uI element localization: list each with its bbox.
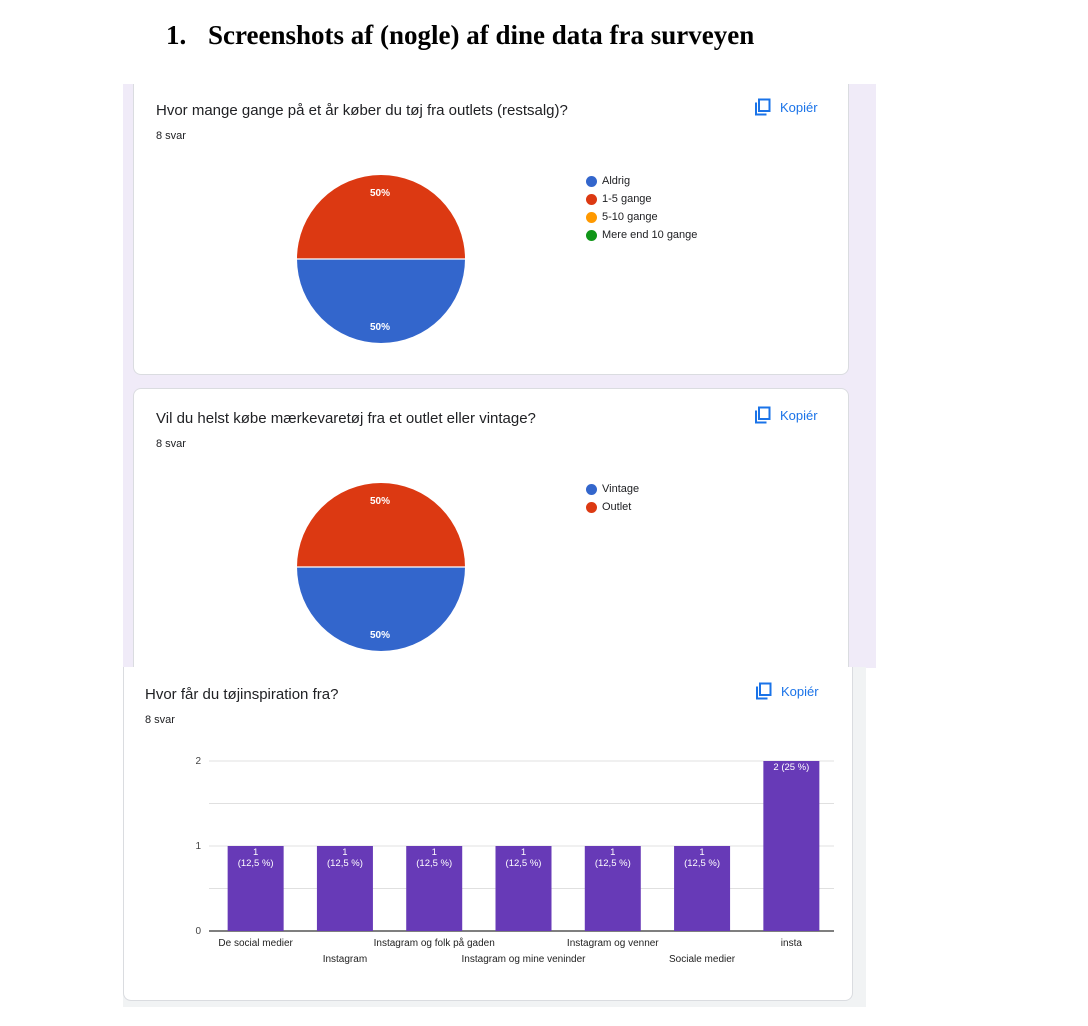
legend-swatch [586, 175, 597, 187]
bar-value-label: 2 (25 %) [773, 762, 809, 773]
bar-value-label: 1 [253, 847, 258, 858]
x-tick-label: Sociale medier [669, 954, 736, 965]
chart-legend: Vintage Outlet [586, 480, 639, 516]
bar [763, 761, 820, 931]
question-title: Vil du helst købe mærkevaretøj fra et ou… [156, 410, 536, 427]
legend-item: 5-10 gange [586, 208, 697, 226]
bar [584, 846, 641, 931]
pie-label-bottom: 50% [370, 322, 390, 333]
copy-icon [756, 682, 772, 700]
chart-legend: Aldrig 1-5 gange 5-10 gange Mere end 10 … [586, 172, 697, 244]
bar-value-label: 1 [432, 847, 437, 858]
bar [227, 846, 284, 931]
x-tick-label: Instagram og mine veninder [462, 954, 587, 965]
bar [495, 846, 552, 931]
document-heading: 1. Screenshots af (nogle) af dine data fr… [166, 20, 754, 51]
question-title: Hvor får du tøjinspiration fra? [145, 686, 339, 703]
bar-value-label: 1 [610, 847, 615, 858]
bar [316, 846, 373, 931]
bar-value-label: 1 [521, 847, 526, 858]
copy-chart-button[interactable]: Kopiér [754, 406, 818, 424]
response-count: 8 svar [145, 714, 175, 726]
bar-value-label: (12,5 %) [595, 858, 631, 869]
y-tick-label: 0 [195, 926, 201, 937]
legend-item: Mere end 10 gange [586, 226, 697, 244]
y-tick-label: 2 [195, 756, 201, 767]
pie-slice-vintage [297, 567, 465, 651]
pie-label-top: 50% [370, 496, 390, 507]
x-tick-label: Instagram og folk på gaden [374, 937, 495, 949]
legend-item: Aldrig [586, 172, 697, 190]
heading-number: 1. [166, 20, 187, 50]
question-title: Hvor mange gange på et år køber du tøj f… [156, 102, 568, 119]
pie-chart: 50% 50% [297, 175, 465, 343]
copy-chart-button[interactable]: Kopiér [754, 98, 818, 116]
x-tick-label: De social medier [218, 938, 293, 949]
legend-swatch [586, 193, 597, 205]
copy-icon [755, 98, 771, 116]
pie-slice-aldrig [297, 259, 465, 343]
y-tick-label: 1 [195, 841, 201, 852]
legend-label: 1-5 gange [602, 193, 652, 205]
copy-chart-button[interactable]: Kopiér [755, 682, 819, 700]
question-card-inspiration: Hvor får du tøjinspiration fra? 8 svar K… [123, 667, 853, 1001]
x-tick-label: Instagram [323, 954, 367, 965]
pie-slice-1-5-gange [297, 175, 465, 259]
copy-icon [755, 406, 771, 424]
heading-text: Screenshots af (nogle) af dine data fra … [208, 20, 755, 50]
bar [406, 846, 463, 931]
legend-swatch [586, 229, 597, 241]
bar-value-label: (12,5 %) [416, 858, 452, 869]
legend-swatch [586, 211, 597, 223]
legend-label: Outlet [602, 501, 632, 513]
pie-slice-outlet [297, 483, 465, 567]
legend-item: Outlet [586, 498, 639, 516]
pie-chart: 50% 50% [297, 483, 465, 651]
copy-label: Kopiér [780, 407, 818, 423]
response-count: 8 svar [156, 438, 186, 450]
x-tick-label: Instagram og venner [567, 938, 659, 949]
bar-value-label: 1 [342, 847, 347, 858]
bar-value-label: (12,5 %) [238, 858, 274, 869]
pie-label-bottom: 50% [370, 630, 390, 641]
legend-label: Mere end 10 gange [602, 229, 698, 241]
bar-value-label: (12,5 %) [506, 858, 542, 869]
copy-label: Kopiér [780, 99, 818, 115]
legend-label: Aldrig [602, 175, 631, 187]
copy-label: Kopiér [781, 683, 819, 699]
legend-label: Vintage [602, 483, 640, 495]
legend-swatch [586, 483, 597, 495]
bar-value-label: (12,5 %) [327, 858, 363, 869]
x-tick-label: insta [781, 938, 803, 949]
pie-label-top: 50% [370, 188, 390, 199]
bar-value-label: 1 [699, 847, 704, 858]
legend-label: 5-10 gange [602, 211, 658, 223]
legend-item: Vintage [586, 480, 639, 498]
response-count: 8 svar [156, 130, 186, 142]
legend-swatch [586, 501, 597, 513]
bar-chart: 012 1(12,5 %)1(12,5 %)1(12,5 %)1(12,5 %)… [195, 756, 834, 965]
question-card-outlet-vs-vintage: Vil du helst købe mærkevaretøj fra et ou… [133, 388, 849, 679]
question-card-outlets-frequency: Hvor mange gange på et år køber du tøj f… [133, 84, 849, 375]
legend-item: 1-5 gange [586, 190, 697, 208]
bar [674, 846, 731, 931]
bar-value-label: (12,5 %) [684, 858, 720, 869]
